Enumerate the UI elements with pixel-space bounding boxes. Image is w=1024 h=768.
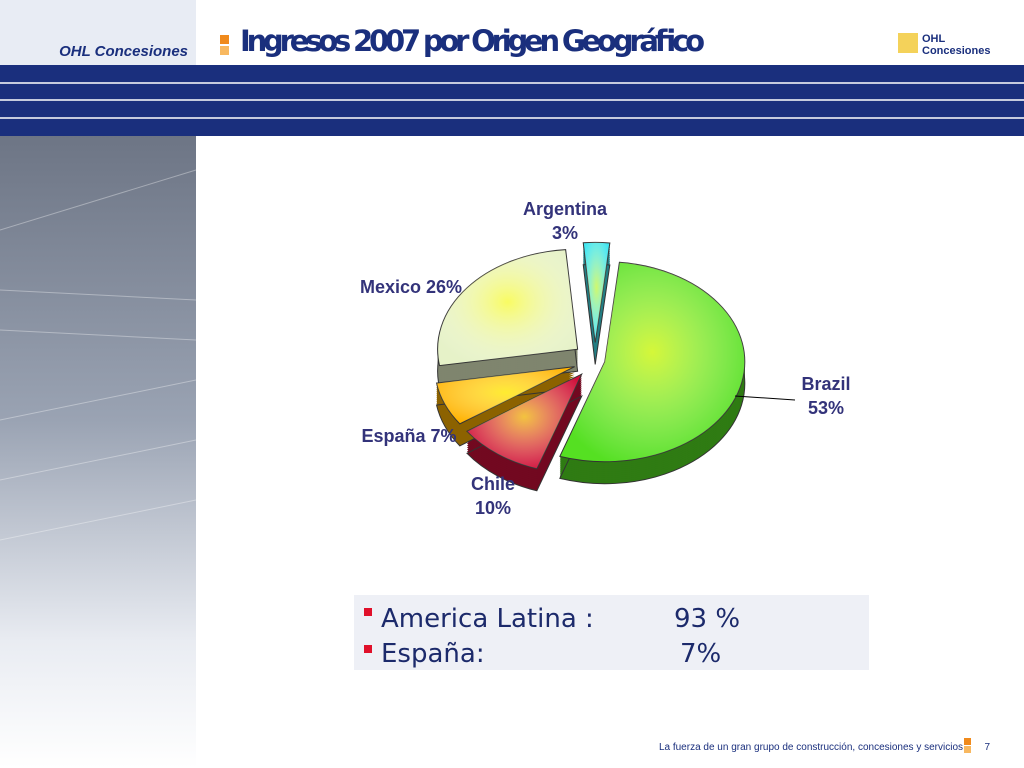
slide-title: Ingresos 2007 por Origen Geográfico xyxy=(240,24,705,58)
slice-shine xyxy=(466,374,582,469)
logo-text: OHL xyxy=(922,33,946,45)
logo-icon xyxy=(898,33,918,53)
data-label: Chile 10% xyxy=(471,474,515,518)
footer-mark xyxy=(964,738,971,745)
photo-lines xyxy=(0,169,197,541)
leader-line xyxy=(734,395,796,401)
slice-shine xyxy=(436,366,575,424)
data-label: Brazil 53% xyxy=(801,374,850,418)
photo xyxy=(0,136,196,768)
label-name: España xyxy=(361,426,426,446)
label-value: 53% xyxy=(808,398,844,418)
band-lines xyxy=(0,82,1024,119)
label-name: Argentina xyxy=(523,199,608,219)
brand-box xyxy=(0,0,196,65)
slice-side xyxy=(435,388,575,447)
summary-label: España: xyxy=(381,639,485,669)
label-name: Mexico xyxy=(360,277,421,297)
label-value: 7% xyxy=(431,426,457,446)
logo-text: Concesiones xyxy=(922,45,990,57)
label-value: 26% xyxy=(426,277,462,297)
summary-value: 93 % xyxy=(674,604,740,634)
pie xyxy=(435,241,746,492)
page-number: 7 xyxy=(984,742,990,753)
summary-box xyxy=(354,595,869,670)
pie-tops xyxy=(435,241,746,470)
label-name: Brazil xyxy=(801,374,850,394)
data-label: Mexico 26% xyxy=(360,277,462,297)
footer-mark xyxy=(964,746,971,753)
label-value: 3% xyxy=(552,223,578,243)
data-label: España 7% xyxy=(361,426,456,446)
slice-side xyxy=(466,394,583,492)
bullet xyxy=(364,645,372,653)
label-name: Chile xyxy=(471,474,515,494)
summary-value: 7% xyxy=(680,639,721,669)
slice-shine xyxy=(559,262,745,462)
footer-text: La fuerza de un gran grupo de construcci… xyxy=(659,742,963,753)
data-label: Argentina 3% xyxy=(523,199,608,243)
brand: OHL Concesiones xyxy=(59,43,188,60)
bullet xyxy=(364,608,372,616)
summary-label: America Latina : xyxy=(381,604,594,634)
label-value: 10% xyxy=(475,498,511,518)
title-bullet xyxy=(220,46,229,55)
slice-shine xyxy=(437,249,578,366)
slice-shine xyxy=(583,242,610,343)
title-bullet xyxy=(220,35,229,44)
